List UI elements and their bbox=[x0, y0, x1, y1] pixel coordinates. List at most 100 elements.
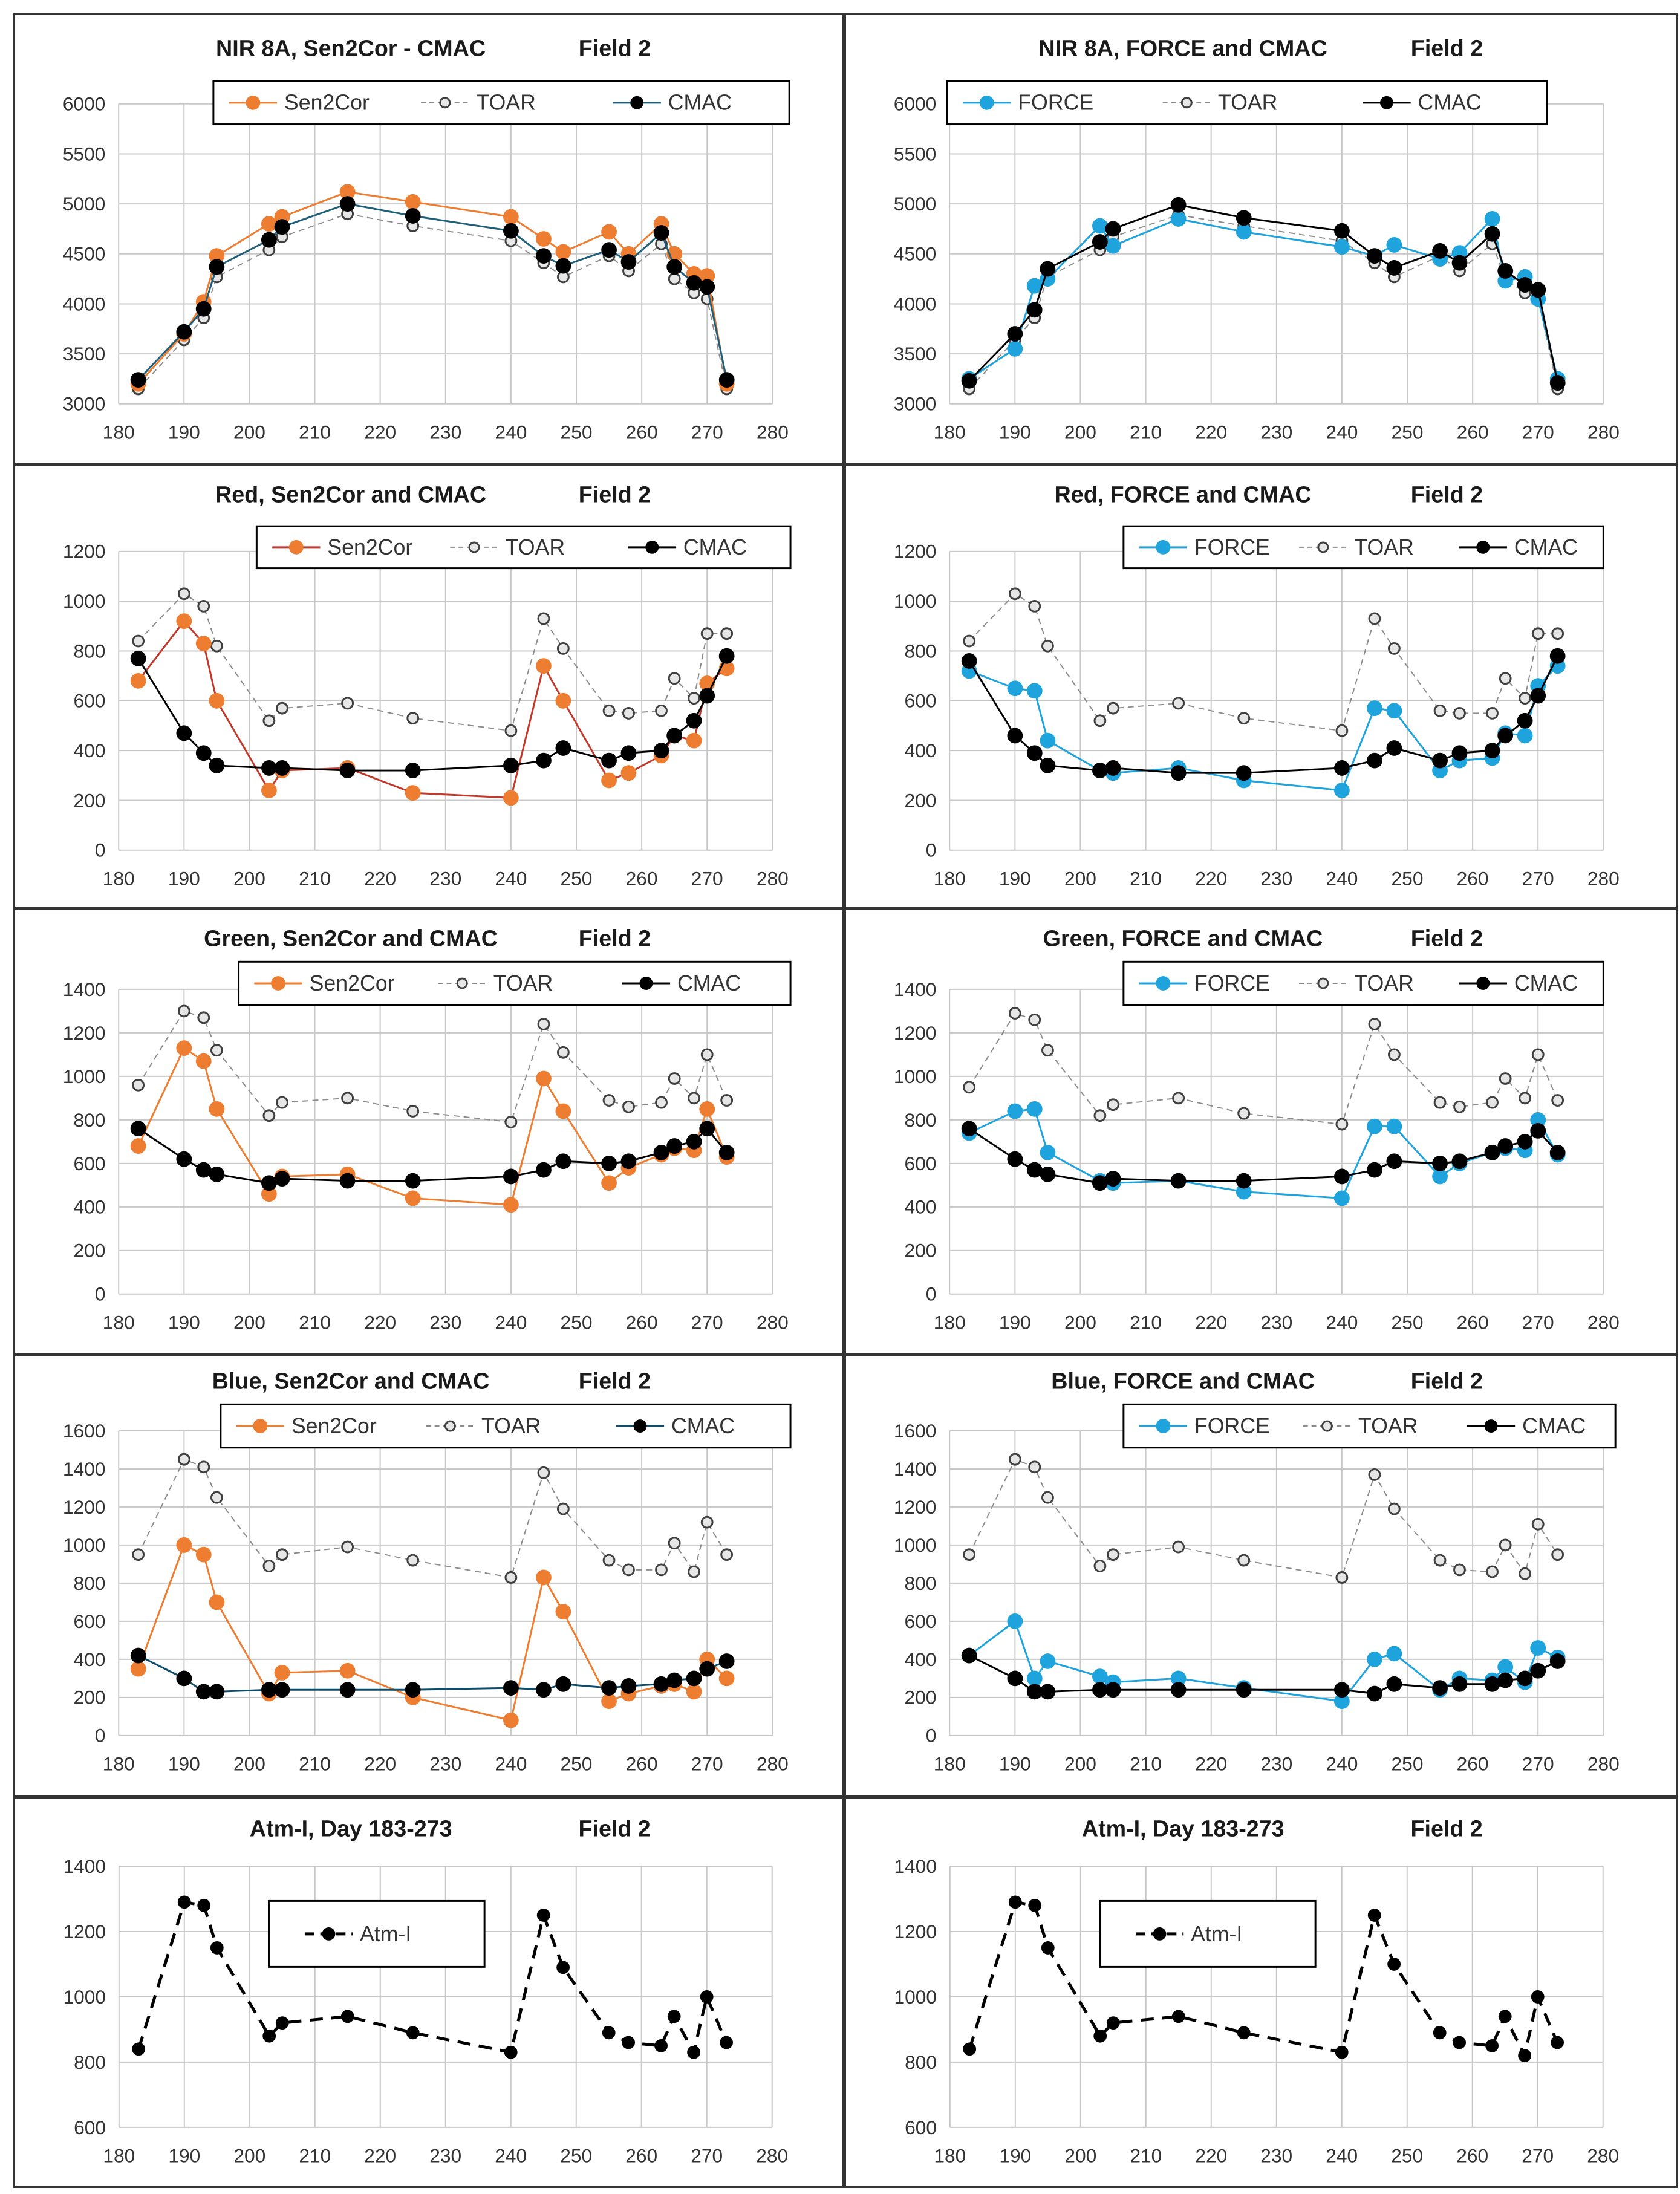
x-tick-label: 250 bbox=[1392, 1753, 1424, 1774]
data-point bbox=[339, 196, 356, 212]
tick-labels: 180 190 200 210 220 230 240 250 260 270 280 0 200 400… bbox=[894, 541, 1620, 890]
x-tick-label: 200 bbox=[1064, 1311, 1096, 1333]
chart-panel-atm-1: Atm-I, Day 183-273 Field 2 180 190 200 210 220… bbox=[13, 1797, 844, 2188]
data-point bbox=[1530, 1122, 1546, 1139]
y-tick-label: 600 bbox=[905, 1610, 937, 1632]
x-tick-label: 270 bbox=[1522, 421, 1554, 443]
chart-svg: Red, Sen2Cor and CMAC Field 2 180 190 200 210… bbox=[63, 482, 792, 889]
legend-item-toar: TOAR bbox=[1299, 971, 1414, 995]
data-point bbox=[720, 627, 734, 640]
x-tick-label: 240 bbox=[1326, 421, 1358, 443]
legend-label: TOAR bbox=[493, 971, 553, 995]
data-point bbox=[1041, 1044, 1054, 1057]
legend-marker bbox=[1476, 977, 1490, 990]
data-point bbox=[1367, 1118, 1382, 1134]
data-point bbox=[1040, 261, 1056, 277]
series-line bbox=[968, 1128, 1558, 1184]
data-point bbox=[195, 1684, 212, 1700]
y-tick-label: 1400 bbox=[63, 1855, 106, 1877]
data-point bbox=[1497, 1659, 1514, 1675]
data-point bbox=[1236, 224, 1252, 240]
x-tick-label: 230 bbox=[1260, 2144, 1292, 2166]
x-tick-label: 190 bbox=[168, 867, 200, 889]
data-point bbox=[130, 1661, 146, 1677]
data-point bbox=[620, 254, 637, 270]
data-point bbox=[1008, 587, 1021, 601]
x-tick-label: 200 bbox=[233, 1311, 265, 1333]
legend-item-toar: TOAR bbox=[1299, 535, 1414, 559]
data-point bbox=[132, 634, 145, 648]
y-tick-label: 1000 bbox=[894, 1066, 937, 1087]
data-point bbox=[1092, 234, 1108, 250]
data-point bbox=[1453, 1563, 1466, 1577]
legend-marker bbox=[1156, 976, 1171, 991]
x-tick-label: 270 bbox=[1522, 1311, 1554, 1333]
x-tick-label: 200 bbox=[233, 1753, 265, 1774]
tick-labels: 180 190 200 210 220 230 240 250 260 270 280 3000 350… bbox=[894, 93, 1620, 443]
x-tick-label: 250 bbox=[561, 1753, 593, 1774]
data-point bbox=[556, 1961, 570, 1974]
x-tick-label: 180 bbox=[934, 2144, 966, 2166]
data-point bbox=[261, 1682, 277, 1698]
data-point bbox=[1237, 712, 1251, 725]
x-tick-label: 210 bbox=[1130, 867, 1162, 889]
y-tick-label: 5000 bbox=[894, 193, 937, 215]
data-point bbox=[653, 743, 669, 759]
data-point bbox=[537, 1018, 550, 1030]
data-point bbox=[1237, 1107, 1251, 1120]
data-point bbox=[699, 1661, 715, 1677]
legend-label: Sen2Cor bbox=[310, 971, 395, 995]
legend-marker bbox=[630, 96, 644, 109]
data-point bbox=[197, 1898, 211, 1912]
data-point bbox=[1170, 1682, 1187, 1698]
series-toar bbox=[132, 1004, 734, 1128]
legend-box bbox=[1122, 525, 1604, 570]
legend-item-toar: TOAR bbox=[421, 91, 536, 115]
data-point bbox=[1432, 752, 1448, 769]
data-point bbox=[1237, 1554, 1251, 1567]
data-point bbox=[262, 1109, 276, 1122]
data-point bbox=[1041, 639, 1054, 653]
data-point bbox=[1236, 1173, 1252, 1189]
legend-item-toar: TOAR bbox=[438, 971, 553, 995]
legend-marker bbox=[246, 95, 261, 110]
data-point bbox=[537, 1466, 550, 1479]
data-point bbox=[1530, 1112, 1546, 1128]
series-force bbox=[961, 211, 1566, 387]
series-line bbox=[137, 190, 728, 385]
data-point bbox=[1531, 1517, 1545, 1531]
data-point bbox=[275, 2016, 289, 2030]
data-point bbox=[720, 2036, 733, 2049]
data-point bbox=[601, 242, 617, 258]
x-tick-label: 250 bbox=[561, 867, 593, 889]
data-point bbox=[197, 1460, 210, 1474]
legend-marker bbox=[1317, 541, 1329, 553]
legend-item-sen2cor: Sen2Cor bbox=[254, 971, 395, 995]
chart-title: NIR 8A, Sen2Cor - CMAC bbox=[216, 35, 486, 60]
data-point bbox=[405, 785, 421, 801]
data-point bbox=[654, 2039, 668, 2052]
data-point bbox=[601, 772, 617, 789]
chart-title-field: Field 2 bbox=[1411, 1815, 1483, 1841]
series-toar bbox=[963, 587, 1564, 737]
x-tick-label: 220 bbox=[364, 1753, 396, 1774]
legend-marker bbox=[1317, 977, 1329, 989]
y-tick-label: 800 bbox=[904, 1109, 936, 1131]
data-point bbox=[1530, 282, 1546, 298]
x-tick-label: 240 bbox=[1326, 867, 1358, 889]
data-point bbox=[341, 697, 354, 710]
series-cmac bbox=[961, 648, 1566, 781]
series-line bbox=[137, 593, 727, 732]
data-point bbox=[1517, 1133, 1533, 1150]
data-point bbox=[699, 688, 715, 704]
data-point bbox=[276, 1096, 288, 1109]
x-tick-label: 270 bbox=[691, 1311, 723, 1333]
x-tick-label: 220 bbox=[1195, 1311, 1227, 1333]
x-tick-label: 280 bbox=[1587, 1311, 1620, 1333]
x-tick-label: 250 bbox=[1392, 421, 1424, 443]
data-point bbox=[1451, 255, 1468, 271]
chart-title: Red, FORCE and CMAC bbox=[1055, 482, 1312, 507]
chart-panel-red-force: Red, FORCE and CMAC Field 2 180 190 200 210 22… bbox=[844, 464, 1678, 908]
series-line bbox=[137, 1544, 728, 1722]
